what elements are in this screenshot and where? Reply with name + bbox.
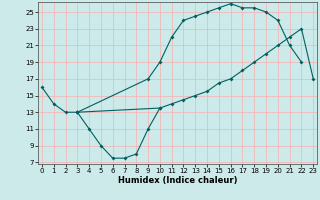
X-axis label: Humidex (Indice chaleur): Humidex (Indice chaleur) xyxy=(118,176,237,185)
